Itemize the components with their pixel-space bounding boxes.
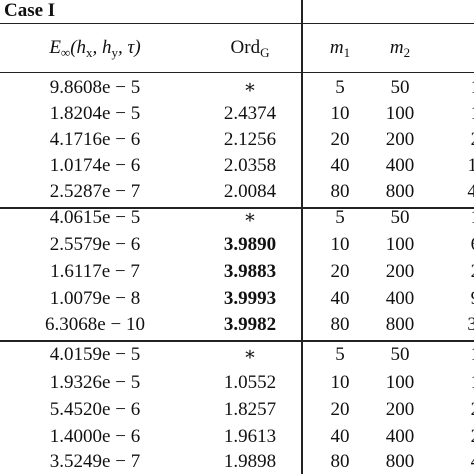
header-text: E (49, 37, 61, 58)
table-cell: 1 (471, 344, 474, 366)
table-cell: 3.9982 (223, 314, 277, 335)
table-cell: 5 (335, 77, 345, 98)
table-cell: 1.8257 (223, 399, 277, 420)
table-cell: 2 (471, 129, 474, 151)
table-cell: 44 (467, 181, 474, 202)
table-cell: 1.9613 (223, 426, 277, 447)
table-cell: 2.0084 (223, 181, 277, 202)
table-cell: 10 (330, 234, 350, 255)
table-cell: 3.9993 (223, 288, 277, 309)
table-cell: 1.0079e − 8 (49, 288, 141, 309)
table-cell: 10 (330, 103, 350, 124)
header-subscript: G (260, 45, 270, 60)
table-cell: 400 (385, 288, 415, 309)
table-cell: ∗ (243, 207, 257, 228)
table-cell: 5.4520e − 6 (49, 399, 141, 420)
table-cell: 80 (330, 314, 350, 335)
table-cell: 1.9898 (223, 451, 277, 472)
header-subscript: 2 (403, 45, 411, 60)
table-cell: 2 (471, 426, 474, 448)
column-header: OrdG (231, 37, 270, 59)
table-cell: 4.0159e − 5 (49, 344, 141, 365)
table-cell: 1 (471, 103, 474, 125)
table-cell: 400 (385, 426, 415, 447)
table-cell: 800 (385, 181, 415, 202)
table-cell: 200 (385, 261, 415, 282)
table-cell: 6.3068e − 10 (45, 314, 145, 335)
table-cell: 1.8204e − 5 (49, 103, 141, 124)
table-cell: 50 (390, 207, 410, 228)
table-cell: 2.0358 (223, 155, 277, 176)
table-cell: 800 (385, 451, 415, 472)
header-subscript: y (111, 45, 119, 60)
header-text: (h (70, 37, 87, 58)
table-cell: 2.4374 (223, 103, 277, 124)
table-cell: 4.0615e − 5 (49, 207, 141, 228)
table-cell: 200 (385, 399, 415, 420)
table-cell: 200 (385, 129, 415, 150)
column-header: m2 (390, 37, 410, 59)
table-cell: 9.8608e − 5 (49, 77, 141, 98)
header-text: m (389, 37, 404, 58)
rule (0, 23, 474, 24)
table-cell: 1.0552 (223, 372, 277, 393)
column-header: m1 (330, 37, 350, 59)
table-cell: 80 (330, 451, 350, 472)
table-cell: 50 (390, 344, 410, 365)
column-header: E∞(hx, hy, τ) (49, 37, 140, 59)
table-cell: 80 (330, 181, 350, 202)
table-cell: 11 (467, 155, 474, 176)
table-cell: 5 (335, 207, 345, 228)
table-cell: 9 (471, 288, 474, 310)
table-cell: 40 (330, 288, 350, 309)
table-cell: 1 (471, 207, 474, 229)
table-cell: 1 (471, 372, 474, 394)
table-cell: 6 (471, 234, 474, 256)
table-cell: 1.6117e − 7 (50, 261, 140, 282)
table-cell: 50 (390, 77, 410, 98)
table-cell: 20 (330, 261, 350, 282)
table-cell: 20 (330, 129, 350, 150)
table-cell: 10 (330, 372, 350, 393)
table-cell: 2.1256 (223, 129, 277, 150)
header-text: , h (92, 37, 112, 58)
table-cell: 2.5287e − 7 (49, 181, 141, 202)
table-cell: 100 (385, 234, 415, 255)
table-cell: 1.4000e − 6 (49, 426, 141, 447)
table-cell: 4 (471, 451, 474, 473)
table-cell: 100 (385, 372, 415, 393)
table-cell: 400 (385, 155, 415, 176)
table-cell: 4.1716e − 6 (49, 129, 141, 150)
table-cell: 5 (335, 344, 345, 365)
rule (0, 207, 474, 209)
column-rule (301, 0, 303, 474)
table-cell: 100 (385, 103, 415, 124)
rule (0, 340, 474, 342)
table-cell: 2 (471, 399, 474, 421)
header-subscript: 1 (343, 45, 351, 60)
table-cell: 20 (330, 399, 350, 420)
table-cell: ∗ (243, 344, 257, 365)
table-cell: 1.0174e − 6 (49, 155, 141, 176)
table-cell: 1.9326e − 5 (49, 372, 141, 393)
table-cell: 2.5579e − 6 (49, 234, 141, 255)
table-cell: 40 (330, 426, 350, 447)
table-cell: 38 (467, 314, 474, 335)
rule (0, 72, 474, 73)
header-text: m (329, 37, 344, 58)
table-cell: 3.5249e − 7 (49, 451, 141, 472)
table-cell: ∗ (243, 77, 257, 98)
table-cell: 3.9890 (223, 234, 277, 255)
table-cell: 800 (385, 314, 415, 335)
table-cell: 40 (330, 155, 350, 176)
table-cell: 1 (471, 77, 474, 99)
header-subscript: ∞ (60, 45, 71, 60)
header-text: Ord (230, 37, 261, 58)
header-text: , τ) (118, 37, 141, 58)
table-cell: 3.9883 (223, 261, 277, 282)
case-title: Case I (4, 0, 56, 21)
table-cell: 2 (471, 261, 474, 283)
header-subscript: x (86, 45, 93, 60)
